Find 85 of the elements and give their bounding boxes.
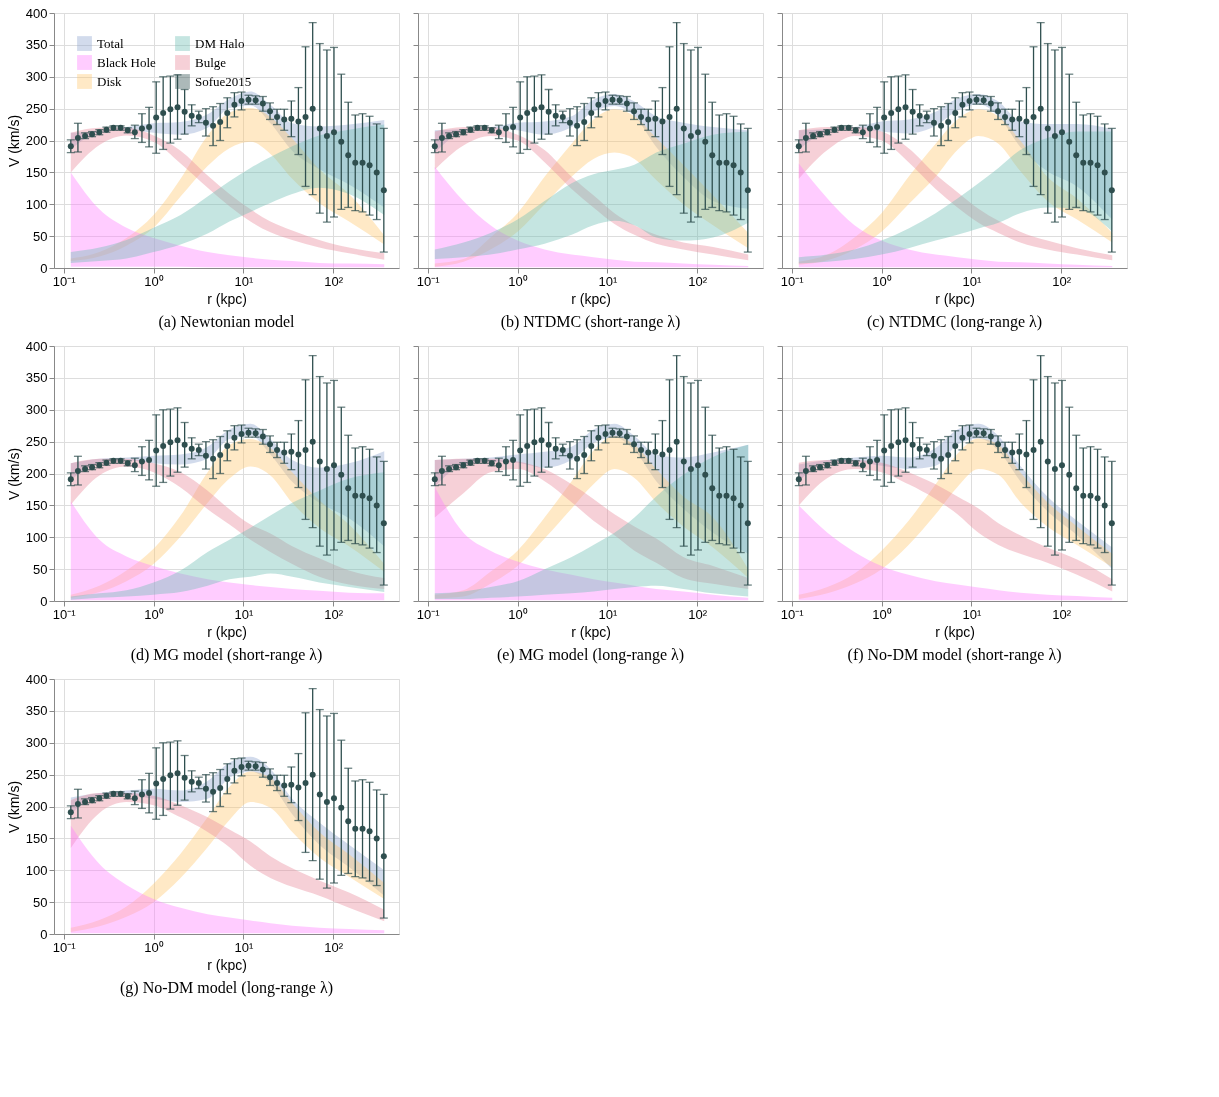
x-tick-label: 10²: [1052, 273, 1072, 289]
x-tick-label: 10¹: [598, 606, 618, 622]
point: [581, 452, 588, 459]
point: [217, 119, 224, 126]
text: (e) MG model (long-range λ): [496, 646, 685, 664]
x-tick-label: 10⁰: [872, 606, 892, 622]
text: (d) MG model (short-range λ): [130, 646, 323, 664]
x-tick-label: 10²: [324, 606, 344, 622]
y-tick-label: 50: [33, 561, 48, 577]
point: [217, 452, 224, 459]
x-axis-title: r (kpc): [935, 290, 975, 307]
x-tick-label: 10²: [324, 273, 344, 289]
legend-label: Total: [97, 35, 124, 51]
y-tick-label: 0: [40, 593, 48, 609]
y-tick-label: 350: [25, 37, 48, 53]
y-tick-label: 50: [33, 228, 48, 244]
x-axis-title: r (kpc): [935, 623, 975, 640]
point: [945, 119, 952, 126]
x-tick-label: 10⁻¹: [780, 606, 805, 622]
y-axis-title: V (km/s): [5, 447, 22, 501]
x-tick-label: 10¹: [234, 939, 254, 955]
y-tick-label: 200: [25, 466, 48, 481]
y-tick-label: 50: [33, 894, 48, 910]
legend-label: Sofue2015: [195, 73, 252, 89]
x-tick-label: 10¹: [234, 273, 254, 289]
x-axis-title: r (kpc): [207, 290, 247, 307]
y-tick-label: 0: [40, 260, 48, 276]
x-tick-label: 10⁰: [508, 273, 528, 289]
x-tick-label: 10⁻¹: [52, 939, 77, 955]
y-tick-label: 300: [25, 69, 48, 85]
legend-label: Disk: [97, 73, 123, 89]
text: (g) No-DM model (long-range λ): [119, 979, 334, 997]
x-tick-label: 10¹: [962, 273, 982, 289]
x-tick-label: 10⁻¹: [780, 273, 805, 289]
x-tick-label: 10⁰: [144, 273, 164, 289]
x-tick-label: 10¹: [962, 606, 982, 622]
x-tick-label: 10⁻¹: [416, 606, 441, 622]
text: (c) NTDMC (long-range λ): [866, 313, 1043, 331]
x-tick-label: 10²: [688, 606, 708, 622]
y-tick-label: 250: [25, 767, 48, 783]
x-axis-title: r (kpc): [207, 956, 247, 973]
x-tick-label: 10⁰: [144, 606, 164, 622]
legend-label: DM Halo: [195, 35, 245, 51]
point: [217, 785, 224, 792]
y-tick-label: 200: [25, 799, 48, 814]
y-tick-label: 400: [25, 5, 48, 21]
y-tick-label: 100: [25, 529, 48, 545]
legend-label: Bulge: [195, 54, 227, 70]
legend-label: Black Hole: [97, 54, 157, 70]
y-tick-label: 200: [25, 133, 48, 148]
y-tick-label: 350: [25, 703, 48, 719]
y-tick-label: 0: [40, 926, 48, 942]
y-tick-label: 100: [25, 196, 48, 212]
x-tick-label: 10¹: [598, 273, 618, 289]
text: (f) No-DM model (short-range λ): [847, 646, 1062, 664]
x-tick-label: 10²: [1052, 606, 1072, 622]
x-tick-label: 10¹: [234, 606, 254, 622]
x-axis-title: r (kpc): [571, 623, 611, 640]
y-tick-label: 300: [25, 735, 48, 751]
y-axis-title: V (km/s): [5, 780, 22, 834]
y-tick-label: 350: [25, 370, 48, 386]
x-tick-label: 10⁻¹: [52, 606, 77, 622]
x-tick-label: 10⁰: [508, 606, 528, 622]
y-tick-label: 150: [25, 497, 48, 513]
y-tick-label: 400: [25, 671, 48, 687]
y-tick-label: 150: [25, 830, 48, 846]
x-axis-title: r (kpc): [207, 623, 247, 640]
point: [581, 119, 588, 126]
y-axis-title: V (km/s): [5, 114, 22, 168]
x-tick-label: 10⁻¹: [416, 273, 441, 289]
y-tick-label: 400: [25, 338, 48, 354]
y-tick-label: 100: [25, 862, 48, 878]
x-tick-label: 10⁰: [872, 273, 892, 289]
y-tick-label: 250: [25, 101, 48, 117]
x-tick-label: 10⁻¹: [52, 273, 77, 289]
y-tick-label: 250: [25, 434, 48, 450]
text: (a) Newtonian model: [158, 313, 296, 331]
y-tick-label: 300: [25, 402, 48, 418]
y-tick-label: 150: [25, 164, 48, 180]
x-tick-label: 10⁰: [144, 939, 164, 955]
x-axis-title: r (kpc): [571, 290, 611, 307]
text: (b) NTDMC (short-range λ): [500, 313, 681, 331]
x-tick-label: 10²: [324, 939, 344, 955]
point: [945, 452, 952, 459]
x-tick-label: 10²: [688, 273, 708, 289]
